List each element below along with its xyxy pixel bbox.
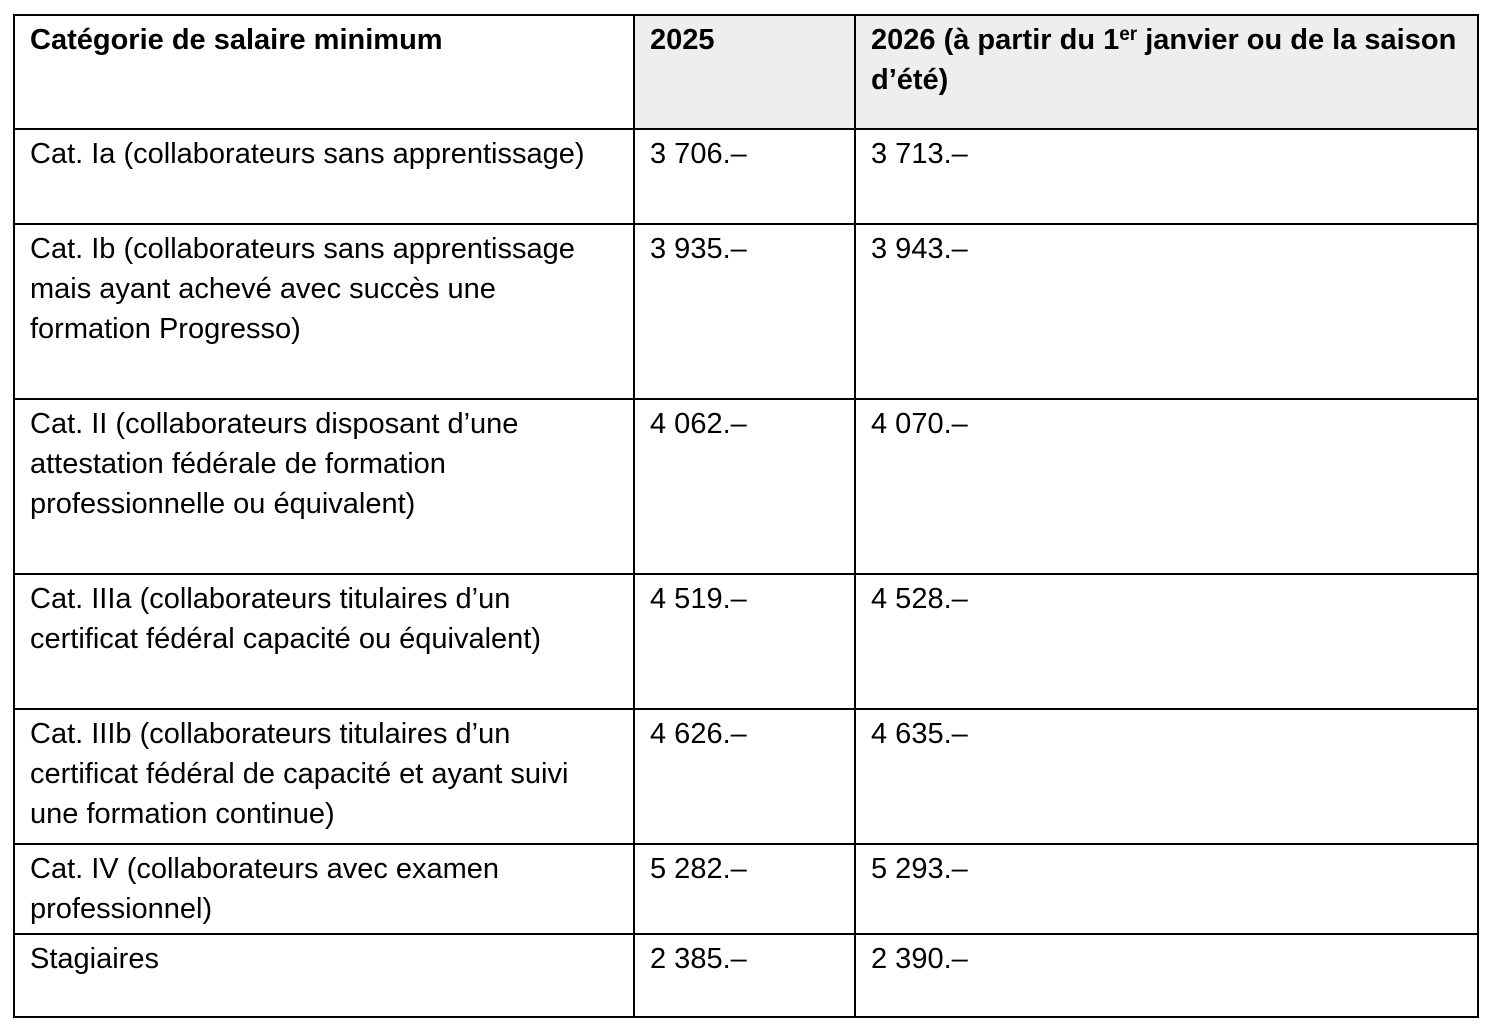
salary-2026-cell: 4 635.– bbox=[854, 708, 1479, 845]
ordinal-superscript: er bbox=[1119, 24, 1138, 45]
category-cell: Cat. IV (collaborateurs avec examen prof… bbox=[13, 843, 635, 935]
table-row: Cat. Ib (collaborateurs sans apprentissa… bbox=[13, 223, 1479, 400]
minimum-salary-table: Catégorie de salaire minimum 2025 2026 (… bbox=[13, 14, 1479, 1018]
table-row: Cat. IV (collaborateurs avec examen prof… bbox=[13, 843, 1479, 935]
category-cell: Cat. IIIa (collaborateurs titulaires d’u… bbox=[13, 573, 635, 710]
salary-2025-cell: 4 626.– bbox=[633, 708, 856, 845]
category-cell: Cat. IIIb (collaborateurs titulaires d’u… bbox=[13, 708, 635, 845]
table-row: Cat. II (collaborateurs disposant d’une … bbox=[13, 398, 1479, 575]
salary-2025-cell: 5 282.– bbox=[633, 843, 856, 935]
header-2026-text-suffix: janvier ou de la saison d’été) bbox=[871, 24, 1457, 96]
header-cell-2026: 2026 (à partir du 1er janvier ou de la s… bbox=[854, 14, 1479, 130]
table-row: Cat. IIIa (collaborateurs titulaires d’u… bbox=[13, 573, 1479, 710]
salary-2026-cell: 4 070.– bbox=[854, 398, 1479, 575]
salary-2025-cell: 4 519.– bbox=[633, 573, 856, 710]
salary-2026-cell: 3 713.– bbox=[854, 128, 1479, 225]
header-2026-text: 2026 (à partir du 1 bbox=[871, 24, 1120, 56]
header-cell-2025: 2025 bbox=[633, 14, 856, 130]
header-cell-category: Catégorie de salaire minimum bbox=[13, 14, 635, 130]
salary-2026-cell: 3 943.– bbox=[854, 223, 1479, 400]
salary-2026-cell: 5 293.– bbox=[854, 843, 1479, 935]
category-cell: Cat. Ia (collaborateurs sans apprentissa… bbox=[13, 128, 635, 225]
category-cell: Cat. Ib (collaborateurs sans apprentissa… bbox=[13, 223, 635, 400]
salary-2025-cell: 4 062.– bbox=[633, 398, 856, 575]
salary-2026-cell: 4 528.– bbox=[854, 573, 1479, 710]
table-row: Cat. Ia (collaborateurs sans apprentissa… bbox=[13, 128, 1479, 225]
salary-2025-cell: 2 385.– bbox=[633, 933, 856, 1018]
salary-2025-cell: 3 935.– bbox=[633, 223, 856, 400]
category-cell: Stagiaires bbox=[13, 933, 635, 1018]
salary-2026-cell: 2 390.– bbox=[854, 933, 1479, 1018]
table-row: Cat. IIIb (collaborateurs titulaires d’u… bbox=[13, 708, 1479, 845]
category-cell: Cat. II (collaborateurs disposant d’une … bbox=[13, 398, 635, 575]
header-row: Catégorie de salaire minimum 2025 2026 (… bbox=[13, 14, 1479, 130]
table-row: Stagiaires 2 385.– 2 390.– bbox=[13, 933, 1479, 1018]
salary-2025-cell: 3 706.– bbox=[633, 128, 856, 225]
